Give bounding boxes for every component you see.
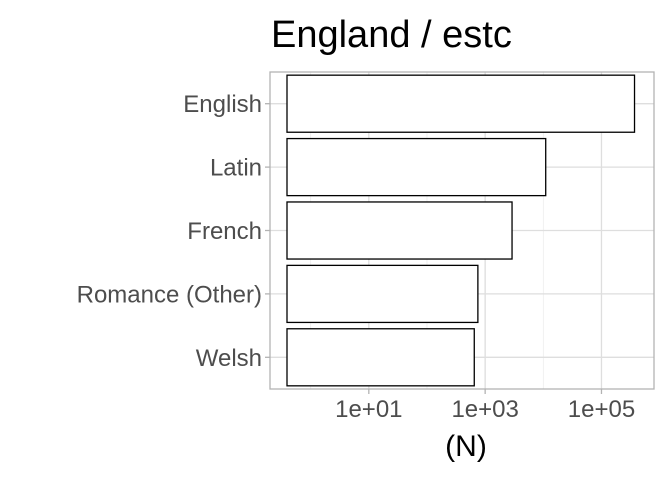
bar-romance-other	[286, 264, 479, 324]
category-label: Romance (Other)	[77, 281, 262, 308]
x-tick-label: 1e+03	[451, 396, 518, 423]
category-labels: English Latin French Romance (Other) Welsh	[77, 91, 270, 372]
category-label: French	[187, 218, 262, 245]
x-axis-ticks: 1e+01 1e+03 1e+05	[335, 389, 635, 423]
x-axis-title: (N)	[445, 430, 487, 463]
bar-english	[286, 74, 636, 133]
category-label: English	[183, 91, 262, 118]
category-label: Welsh	[196, 345, 262, 372]
chart-title: England / estc	[271, 14, 512, 56]
bars	[286, 74, 636, 387]
bar-latin	[286, 137, 547, 197]
x-tick-label: 1e+05	[568, 396, 635, 423]
bar-french	[286, 201, 513, 260]
x-tick-label: 1e+01	[335, 396, 402, 423]
category-label: Latin	[210, 155, 262, 182]
bar-welsh	[286, 328, 475, 387]
